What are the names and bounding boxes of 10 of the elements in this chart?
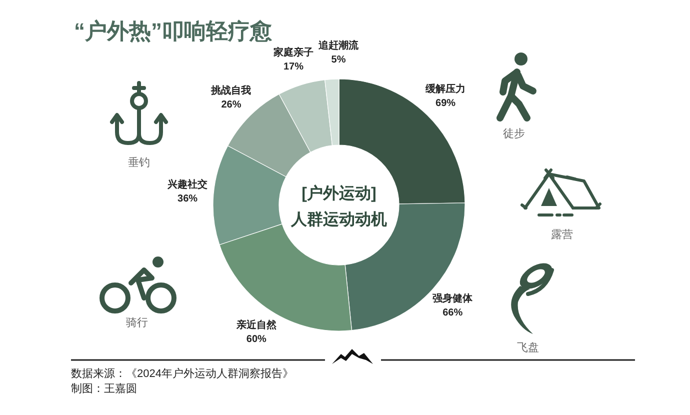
annotation: 制图：王嘉圆 [71, 383, 137, 395]
annotation: 徒步 [503, 128, 525, 140]
annotation: 露营 [551, 229, 573, 241]
annotation: 骑行 [126, 317, 148, 329]
annotation: [户外运动] [302, 186, 376, 202]
title: “户外热”叩响轻疗愈 [74, 18, 272, 44]
annotation: 垂钓 [128, 157, 150, 169]
annotation: 数据来源：《2024年户外运动人群洞察报告》 [71, 368, 294, 380]
annotation: 人群运动动机 [291, 212, 387, 228]
annotation: 飞盘 [517, 342, 539, 354]
